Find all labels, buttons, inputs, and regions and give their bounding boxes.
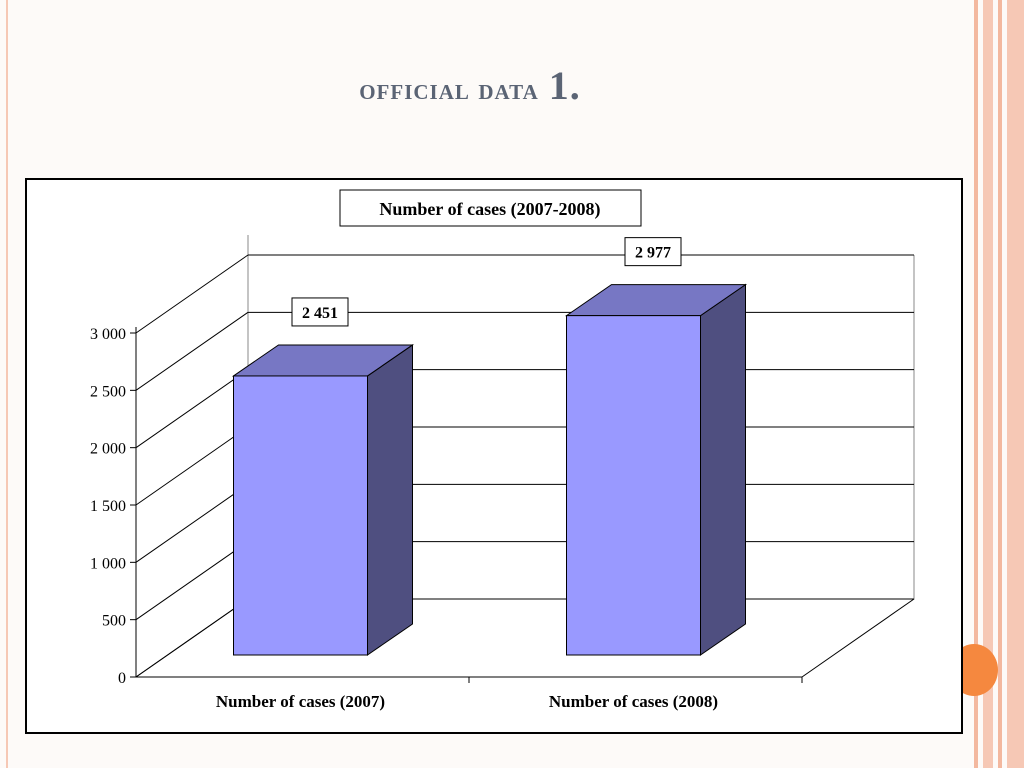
bar-side-face bbox=[700, 283, 746, 656]
gridline-side bbox=[135, 426, 249, 506]
y-tick-label: 3 000 bbox=[90, 326, 126, 343]
slide-title: official data 1. bbox=[0, 62, 940, 109]
left-border-line bbox=[6, 0, 8, 768]
gridline-side bbox=[135, 541, 249, 621]
gridline-side bbox=[135, 598, 249, 678]
y-tick-label: 2 500 bbox=[90, 383, 126, 400]
x-tick-label: Number of cases (2008) bbox=[549, 692, 718, 711]
data-label-box bbox=[291, 297, 349, 327]
chart-title-box bbox=[339, 189, 642, 227]
data-label: 2 977 bbox=[635, 245, 671, 262]
gridline-side bbox=[135, 311, 249, 391]
slide-title-text: official data bbox=[359, 73, 539, 106]
y-tick-label: 2 000 bbox=[90, 441, 126, 458]
chart-title: Number of cases (2007-2008) bbox=[379, 199, 600, 220]
data-label: 2 451 bbox=[302, 305, 338, 322]
y-tick-label: 500 bbox=[102, 613, 126, 630]
y-tick-label: 0 bbox=[118, 670, 126, 687]
bar-side-face bbox=[367, 344, 413, 656]
bar bbox=[233, 375, 368, 656]
chart-frame bbox=[25, 178, 963, 734]
gridline-side bbox=[135, 369, 249, 449]
floor-right-edge bbox=[801, 598, 915, 678]
slide-title-number: 1. bbox=[548, 63, 581, 108]
right-decorative-stripes bbox=[974, 0, 1024, 768]
data-label-box bbox=[624, 237, 682, 267]
gridline-side bbox=[135, 254, 249, 334]
y-tick-label: 1 500 bbox=[90, 498, 126, 515]
y-tick-label: 1 000 bbox=[90, 555, 126, 572]
x-tick-label: Number of cases (2007) bbox=[216, 692, 385, 711]
gridline-side bbox=[135, 483, 249, 563]
bar bbox=[566, 315, 701, 656]
